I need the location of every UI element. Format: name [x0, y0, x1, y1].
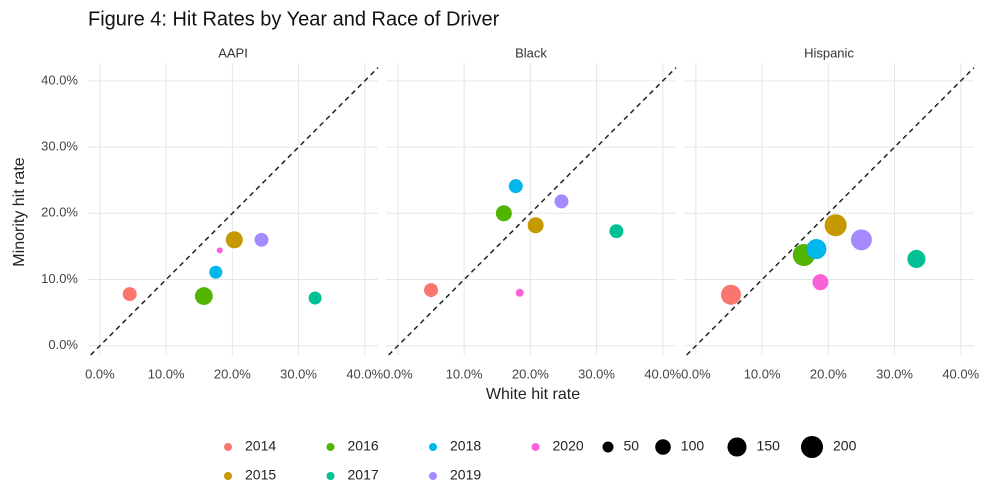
legend-label: 2020	[553, 438, 584, 454]
size-legend-label: 150	[757, 438, 781, 454]
legend-label: 2018	[450, 438, 481, 454]
x-tick-label: 40.0%	[942, 366, 979, 381]
point	[554, 194, 569, 209]
size-legend-swatch	[602, 441, 614, 453]
y-tick-label: 0.0%	[48, 337, 78, 352]
point	[824, 214, 847, 237]
size-legend-swatch	[800, 435, 824, 459]
legend-swatch	[429, 443, 437, 451]
point	[508, 179, 523, 194]
facet-label: Hispanic	[804, 45, 854, 60]
x-tick-label: 40.0%	[346, 366, 383, 381]
size-legend-swatch	[727, 437, 747, 457]
x-tick-label: 0.0%	[383, 366, 413, 381]
point	[254, 232, 269, 247]
point	[527, 217, 544, 234]
x-axis-title: White hit rate	[486, 386, 580, 403]
point	[424, 283, 438, 298]
x-tick-label: 40.0%	[644, 366, 681, 381]
size-legend-label: 100	[681, 438, 705, 454]
point	[907, 249, 926, 269]
x-tick-label: 20.0%	[214, 366, 251, 381]
x-tick-label: 30.0%	[280, 366, 317, 381]
legend-swatch	[326, 443, 335, 451]
legend-label: 2014	[245, 438, 276, 454]
identity-line	[686, 67, 975, 356]
legend-swatch	[531, 443, 540, 451]
x-tick-label: 0.0%	[681, 366, 711, 381]
legend-label: 2016	[348, 438, 379, 454]
size-legend-label: 200	[833, 438, 857, 454]
y-tick-label: 30.0%	[41, 139, 78, 154]
size-legend-label: 50	[624, 438, 640, 454]
point	[216, 247, 223, 254]
x-tick-label: 0.0%	[85, 366, 115, 381]
x-tick-label: 30.0%	[578, 366, 615, 381]
x-tick-label: 10.0%	[148, 366, 185, 381]
point	[609, 224, 624, 239]
point	[806, 239, 827, 260]
size-legend-swatch	[655, 439, 671, 455]
y-tick-label: 40.0%	[41, 72, 78, 87]
point	[308, 291, 322, 305]
point	[495, 205, 512, 222]
point	[209, 265, 223, 279]
x-tick-label: 20.0%	[512, 366, 549, 381]
y-axis-title: Minority hit rate	[11, 157, 28, 266]
x-tick-label: 30.0%	[876, 366, 913, 381]
legend-swatch	[224, 472, 232, 480]
point	[720, 284, 742, 305]
legend-swatch	[224, 443, 232, 451]
identity-line	[388, 67, 677, 356]
y-tick-label: 10.0%	[41, 271, 78, 286]
x-tick-label: 10.0%	[446, 366, 483, 381]
legend-label: 2019	[450, 467, 481, 483]
legend-label: 2015	[245, 467, 276, 483]
point	[194, 287, 213, 305]
identity-line	[90, 67, 379, 356]
x-tick-label: 10.0%	[744, 366, 781, 381]
point	[515, 288, 524, 297]
point	[122, 287, 137, 302]
facet-label: AAPI	[218, 45, 248, 60]
x-tick-label: 20.0%	[810, 366, 847, 381]
chart-title: Figure 4: Hit Rates by Year and Race of …	[88, 8, 500, 30]
point	[225, 231, 243, 249]
point	[850, 229, 872, 251]
legend-swatch	[429, 472, 437, 480]
legend-swatch	[326, 472, 335, 480]
legend-label: 2017	[348, 467, 379, 483]
y-tick-label: 20.0%	[41, 205, 78, 220]
point	[812, 274, 829, 291]
facet-label: Black	[515, 45, 547, 60]
